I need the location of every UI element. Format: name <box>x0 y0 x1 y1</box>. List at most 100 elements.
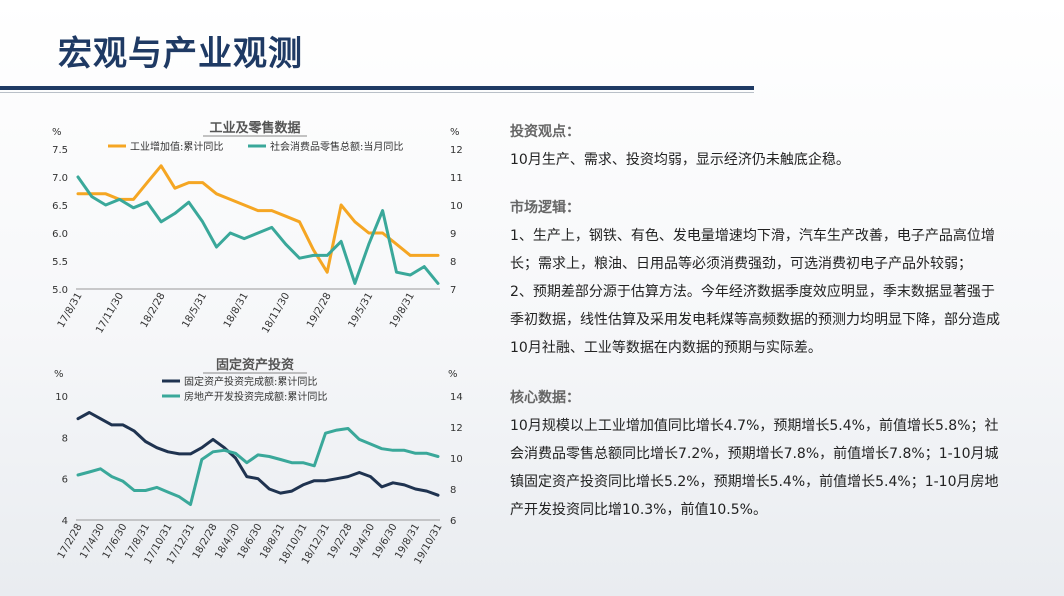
data-point-series-2 <box>173 212 177 215</box>
data-point-series-1 <box>380 485 383 489</box>
data-point-series-1 <box>403 483 406 487</box>
x-tick-label: 18/2/28 <box>139 291 168 330</box>
data-point-series-2 <box>200 458 203 461</box>
data-point-series-1 <box>346 475 350 478</box>
series-line-2 <box>76 175 440 285</box>
data-point-series-1 <box>270 209 273 212</box>
right-y-tick-label: 12 <box>450 145 463 156</box>
x-tick-label: 19/2/28 <box>305 291 334 330</box>
commentary-panel: 投资观点： 10月生产、需求、投资均弱，显示经济仍未触底企稳。 市场逻辑： 1、… <box>510 118 1005 524</box>
data-point-series-2 <box>391 449 395 452</box>
data-point-series-2 <box>270 226 273 229</box>
data-point-series-2 <box>326 254 329 257</box>
series-line-2 <box>76 427 440 506</box>
right-y-tick-label: 12 <box>450 423 463 434</box>
x-tick-label: 18/8/31 <box>222 291 251 330</box>
right-axis-unit: % <box>448 369 458 380</box>
data-point-series-2 <box>301 461 305 464</box>
data-point-series-2 <box>425 452 428 455</box>
data-point-series-1 <box>312 248 315 251</box>
data-point-series-1 <box>234 456 237 460</box>
data-point-series-1 <box>339 203 343 207</box>
data-point-series-1 <box>256 209 260 212</box>
core-data-text: 10月规模以上工业增加值同比增长4.7%，预期增长5.4%，前值增长5.8%；社… <box>510 418 999 518</box>
data-point-series-1 <box>133 429 136 433</box>
data-point-series-1 <box>369 475 372 478</box>
data-point-series-2 <box>110 475 114 478</box>
data-point-series-2 <box>268 455 271 458</box>
data-point-series-2 <box>324 432 327 435</box>
data-point-series-2 <box>279 458 282 461</box>
data-point-series-2 <box>223 449 226 452</box>
data-point-series-2 <box>121 480 125 483</box>
data-point-series-2 <box>104 203 107 207</box>
right-y-tick-label: 11 <box>450 173 463 184</box>
data-point-series-2 <box>118 198 121 201</box>
data-point-series-1 <box>132 198 135 201</box>
data-point-series-2 <box>159 220 163 223</box>
data-point-series-1 <box>324 479 327 482</box>
right-y-tick-label: 6 <box>450 516 456 527</box>
data-point-series-1 <box>146 181 149 184</box>
x-tick-label: 19/8/31 <box>388 291 417 330</box>
data-point-series-2 <box>215 245 218 249</box>
data-point-series-2 <box>436 455 440 458</box>
x-tick-label: 18/5/31 <box>180 291 209 330</box>
data-point-series-1 <box>268 487 271 491</box>
data-point-series-1 <box>245 475 248 478</box>
data-point-series-2 <box>312 254 315 257</box>
data-point-series-2 <box>201 220 204 223</box>
data-point-series-1 <box>201 181 204 184</box>
data-point-series-1 <box>414 487 417 491</box>
legend-label-1: 工业增加值:累计同比 <box>130 140 223 153</box>
data-point-series-2 <box>369 442 372 446</box>
data-point-series-1 <box>76 417 80 420</box>
data-point-series-2 <box>146 201 149 204</box>
data-point-series-1 <box>155 446 158 449</box>
legend-label-2: 社会消费品零售总额:当月同比 <box>270 140 403 153</box>
left-y-tick-label: 8 <box>62 433 68 444</box>
data-point-series-1 <box>395 243 398 246</box>
data-point-series-2 <box>88 470 91 474</box>
data-point-series-1 <box>436 254 440 257</box>
data-point-series-2 <box>234 452 237 455</box>
data-point-series-2 <box>256 231 260 235</box>
data-point-series-2 <box>133 489 136 492</box>
data-point-series-2 <box>298 257 301 260</box>
left-y-tick-label: 5.0 <box>52 285 68 296</box>
data-point-series-2 <box>76 473 80 477</box>
data-point-series-1 <box>301 483 305 487</box>
data-point-series-2 <box>229 231 232 235</box>
data-point-series-2 <box>290 461 293 464</box>
right-y-tick-label: 9 <box>450 229 456 240</box>
data-point-series-2 <box>335 428 338 432</box>
data-point-series-2 <box>313 464 316 467</box>
data-point-series-2 <box>178 495 181 498</box>
data-point-series-2 <box>339 240 343 243</box>
data-point-series-1 <box>178 452 181 456</box>
data-point-series-1 <box>423 254 426 257</box>
data-point-series-2 <box>358 438 361 441</box>
data-point-series-1 <box>104 192 107 195</box>
data-point-series-1 <box>391 481 395 484</box>
left-axis-unit: % <box>54 369 64 380</box>
data-point-series-1 <box>88 411 91 414</box>
data-point-series-2 <box>409 273 412 277</box>
title-rule <box>0 86 754 90</box>
industry-retail-chart: 工业及零售数据% % 5.0 5.5 6.0 6.5 7.0 7.5 7 8 9 10 11 12 17/8… <box>52 120 463 335</box>
data-point-series-1 <box>436 494 440 497</box>
left-y-tick-label: 10 <box>55 392 68 403</box>
x-tick-label: 17/8/31 <box>56 291 85 330</box>
left-y-tick-label: 7.5 <box>52 145 68 156</box>
data-point-series-2 <box>367 243 370 246</box>
data-point-series-2 <box>436 282 440 285</box>
data-point-series-1 <box>290 489 293 493</box>
data-point-series-2 <box>90 195 93 198</box>
data-point-series-2 <box>346 427 350 430</box>
data-point-series-1 <box>243 203 246 207</box>
data-point-series-1 <box>425 489 428 493</box>
left-y-tick-label: 7.0 <box>52 173 68 184</box>
invest-view-text: 10月生产、需求、投资均弱，显示经济仍未触底企稳。 <box>510 152 850 168</box>
data-point-series-2 <box>414 452 417 455</box>
data-point-series-1 <box>215 192 218 195</box>
